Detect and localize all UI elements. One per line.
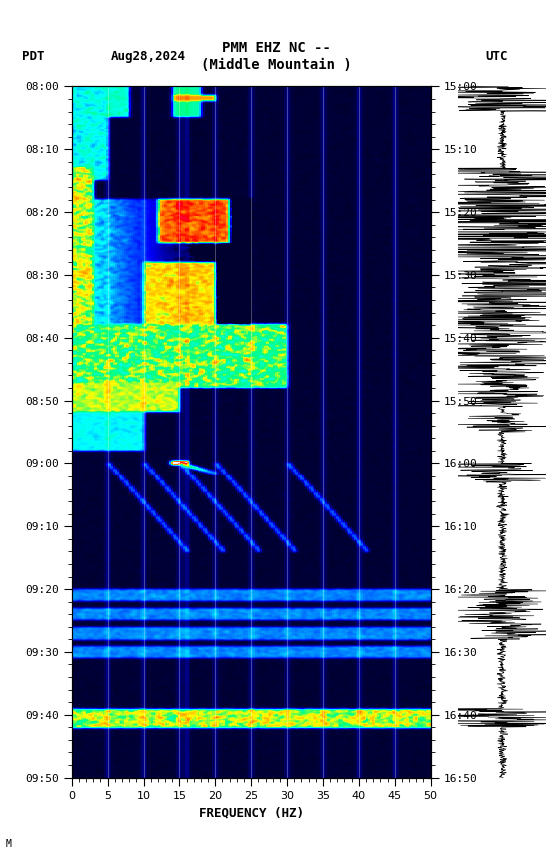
Text: M: M — [6, 839, 12, 848]
Text: (Middle Mountain ): (Middle Mountain ) — [200, 58, 352, 72]
Text: PDT: PDT — [22, 49, 45, 63]
Text: UTC: UTC — [486, 49, 508, 63]
Text: Aug28,2024: Aug28,2024 — [110, 49, 185, 63]
X-axis label: FREQUENCY (HZ): FREQUENCY (HZ) — [199, 806, 304, 819]
Text: PMM EHZ NC --: PMM EHZ NC -- — [221, 41, 331, 54]
